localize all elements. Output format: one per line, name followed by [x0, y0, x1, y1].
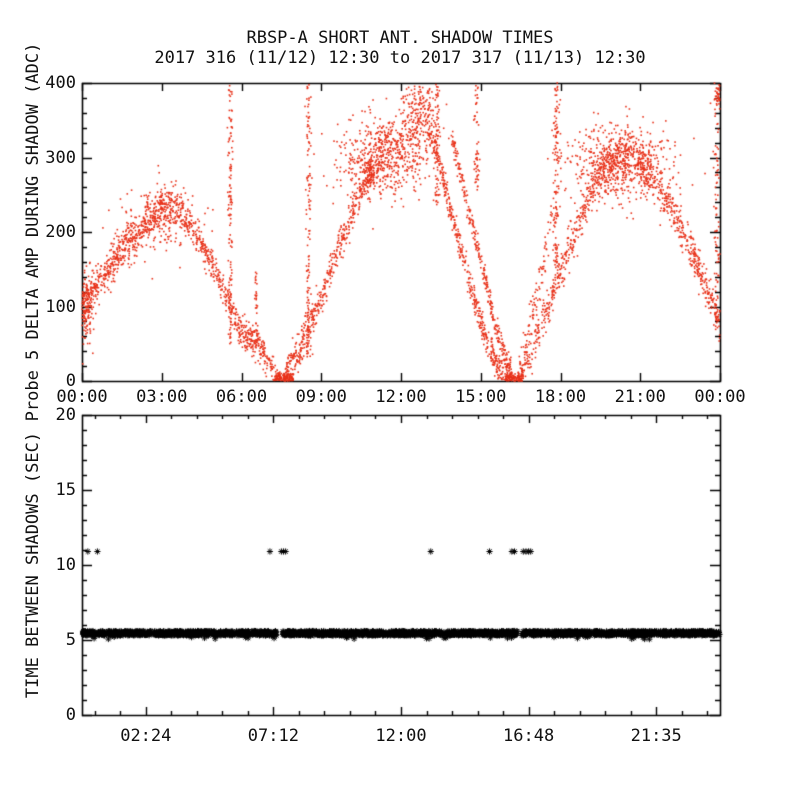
top-panel-x-tick-label: 00:00	[694, 387, 746, 407]
bottom-panel-y-tick-label: 5	[65, 630, 76, 650]
bottom-panel-y-tick-label: 15	[55, 480, 76, 500]
bottom-panel-x-tick-label: 07:12	[247, 726, 299, 746]
bottom-panel-x-tick-label: 16:48	[503, 726, 555, 746]
top-panel-x-tick-label: 00:00	[56, 387, 108, 407]
top-panel-y-tick-label: 200	[45, 222, 76, 242]
bottom-panel-x-tick-label: 12:00	[375, 726, 427, 746]
top-panel-x-tick-label: 09:00	[295, 387, 347, 407]
bottom-panel-x-tick-label: 02:24	[120, 726, 172, 746]
bottom-panel-y-tick-label: 0	[65, 705, 76, 725]
top-panel-x-tick-label: 21:00	[614, 387, 666, 407]
top-panel-x-tick-label: 12:00	[375, 387, 427, 407]
top-panel-x-tick-label: 15:00	[455, 387, 507, 407]
top-panel-y-tick-label: 0	[65, 371, 76, 391]
top-panel-y-tick-label: 300	[45, 147, 76, 168]
top-panel-y-tick-label: 400	[45, 73, 76, 93]
chart-subtitle-date-range: 2017 316 (11/12) 12:30 to 2017 317 (11/1…	[154, 48, 646, 68]
bottom-panel-y-tick-label: 10	[55, 555, 76, 575]
top-panel-x-tick-label: 18:00	[534, 387, 587, 407]
bottom-panel-x-tick-label: 21:35	[630, 726, 682, 746]
top-panel-y-tick-label: 100	[45, 296, 76, 317]
top-panel-x-tick-label: 03:00	[136, 387, 188, 407]
chart-title: RBSP-A SHORT ANT. SHADOW TIMES	[246, 28, 554, 48]
top-panel-x-tick-label: 06:00	[215, 387, 268, 407]
bottom-panel-y-tick-label: 20	[55, 405, 76, 425]
